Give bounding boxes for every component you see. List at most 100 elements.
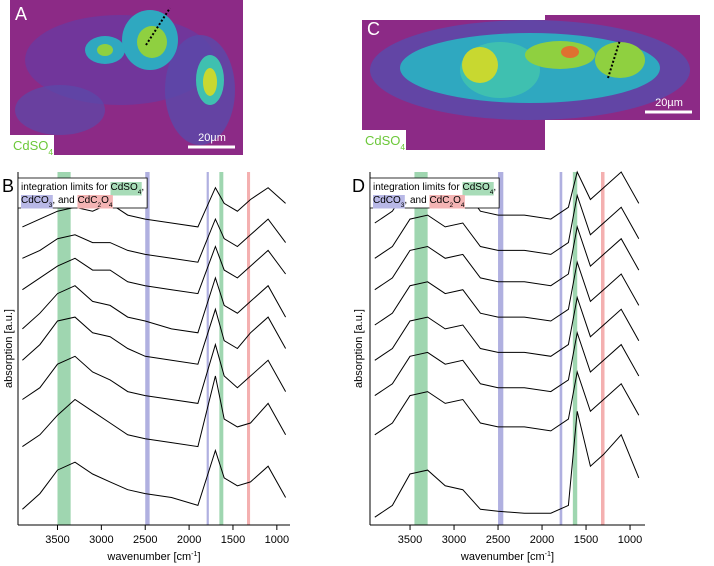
map-image-a <box>10 0 243 155</box>
integration-band <box>206 172 209 525</box>
x-tick-label: 3000 <box>89 534 113 546</box>
spectrum-line <box>374 370 640 436</box>
legend-text: integration limits for CdSO4, <box>21 182 144 196</box>
legend-swatch <box>460 195 465 209</box>
text-part: , and <box>52 195 77 206</box>
x-tick-label: 3000 <box>442 534 466 546</box>
text-part: CdSO <box>13 138 48 153</box>
legend-text: CdCO3, and CdC2O4 <box>21 195 113 209</box>
text-part: 3 <box>49 202 53 209</box>
scale-label: 20µm <box>655 97 683 109</box>
spectrum-line <box>374 330 640 397</box>
panel-label: D <box>352 176 365 196</box>
panel-label: B <box>2 176 14 196</box>
spectrum-line <box>22 342 287 404</box>
scale-label: 20µm <box>198 132 226 144</box>
text-part: -1 <box>191 550 197 558</box>
text-part: , and <box>404 195 429 206</box>
compound-text: CdSO4 <box>13 138 53 157</box>
x-tick-label: 2500 <box>133 534 157 546</box>
text-part: ] <box>551 551 554 563</box>
spectrum-line <box>374 224 640 291</box>
spectrum-line <box>22 307 287 365</box>
legend-swatch <box>453 195 462 209</box>
text-part: ] <box>198 551 201 563</box>
integration-band <box>247 172 251 525</box>
text-part: -1 <box>545 550 551 558</box>
x-tick-label: 3500 <box>398 534 422 546</box>
label-box <box>362 130 406 150</box>
legend-swatch <box>462 182 490 196</box>
integration-band <box>498 172 504 525</box>
integration-band <box>219 172 224 525</box>
spectrum-line <box>374 193 640 259</box>
x-tick-label: 3500 <box>45 534 69 546</box>
integration-band <box>57 172 71 525</box>
text-part: , <box>141 182 144 193</box>
text-part: wavenumber [cm <box>106 551 191 563</box>
legend-text: integration limits for CdSO4, <box>373 182 496 196</box>
text-part: 4 <box>461 202 465 209</box>
legend: integration limits for CdSO4,CdCO3, and … <box>17 177 148 209</box>
legend-text: CdCO3, and CdC2O4 <box>373 195 465 209</box>
text-part: 4 <box>400 142 405 152</box>
compound-label: CdSO4 <box>10 135 54 157</box>
text-part: 2 <box>97 202 101 209</box>
spectrum-line <box>374 295 640 361</box>
legend-swatch <box>449 195 454 209</box>
text-part: CdSO <box>462 182 489 193</box>
legend-swatch <box>373 195 402 209</box>
text-part: wavenumber [cm <box>460 551 545 563</box>
spectrum-line <box>22 375 287 448</box>
spectrum-line <box>374 260 640 326</box>
legend-swatch <box>97 195 102 209</box>
text-part: integration limits for <box>373 182 462 193</box>
compound-text: CdSO4 <box>365 133 405 152</box>
panel-label: A <box>15 4 27 24</box>
label-box <box>10 135 54 155</box>
legend-swatch <box>101 195 110 209</box>
x-tick-label: 1500 <box>221 534 245 546</box>
x-tick-label: 2000 <box>530 534 554 546</box>
legend-swatch <box>429 195 450 209</box>
text-part: 3 <box>401 202 405 209</box>
legend-swatch <box>77 195 98 209</box>
spectrum-line <box>22 186 286 228</box>
text-part: , <box>493 182 496 193</box>
map-image-c <box>362 15 700 150</box>
y-axis-label: absorption [a.u.] <box>353 309 365 388</box>
integration-band <box>601 172 605 525</box>
text-part: 4 <box>48 147 53 157</box>
spectrum-line <box>22 245 287 295</box>
text-part: O <box>453 195 461 206</box>
panel-label: C <box>367 19 380 39</box>
x-tick-label: 2500 <box>486 534 510 546</box>
text-part: 4 <box>138 189 142 196</box>
legend-swatch <box>21 195 50 209</box>
legend-swatch <box>489 182 494 196</box>
legend-swatch <box>110 182 138 196</box>
spectrum-line <box>22 276 287 334</box>
integration-band <box>145 172 150 525</box>
x-axis-label: wavenumber [cm-1] <box>106 550 200 563</box>
spectrum-line <box>22 217 287 263</box>
x-axis-label: wavenumber [cm-1] <box>460 550 554 563</box>
x-tick-label: 1000 <box>265 534 289 546</box>
integration-band <box>414 172 428 525</box>
integration-band <box>572 172 578 525</box>
text-part: CdC <box>77 195 97 206</box>
spectrum-line <box>22 448 287 510</box>
text-part: integration limits for <box>21 182 110 193</box>
integration-band <box>559 172 563 525</box>
text-part: 2 <box>449 202 453 209</box>
text-part: 4 <box>109 202 113 209</box>
spectrum-line <box>374 411 640 518</box>
x-tick-label: 1000 <box>618 534 642 546</box>
text-part: CdCO <box>373 195 401 206</box>
text-part: CdSO <box>365 133 400 148</box>
legend-swatch <box>137 182 142 196</box>
compound-label: CdSO4 <box>362 130 406 152</box>
y-axis-label: absorption [a.u.] <box>3 309 15 388</box>
text-part: 4 <box>490 189 494 196</box>
